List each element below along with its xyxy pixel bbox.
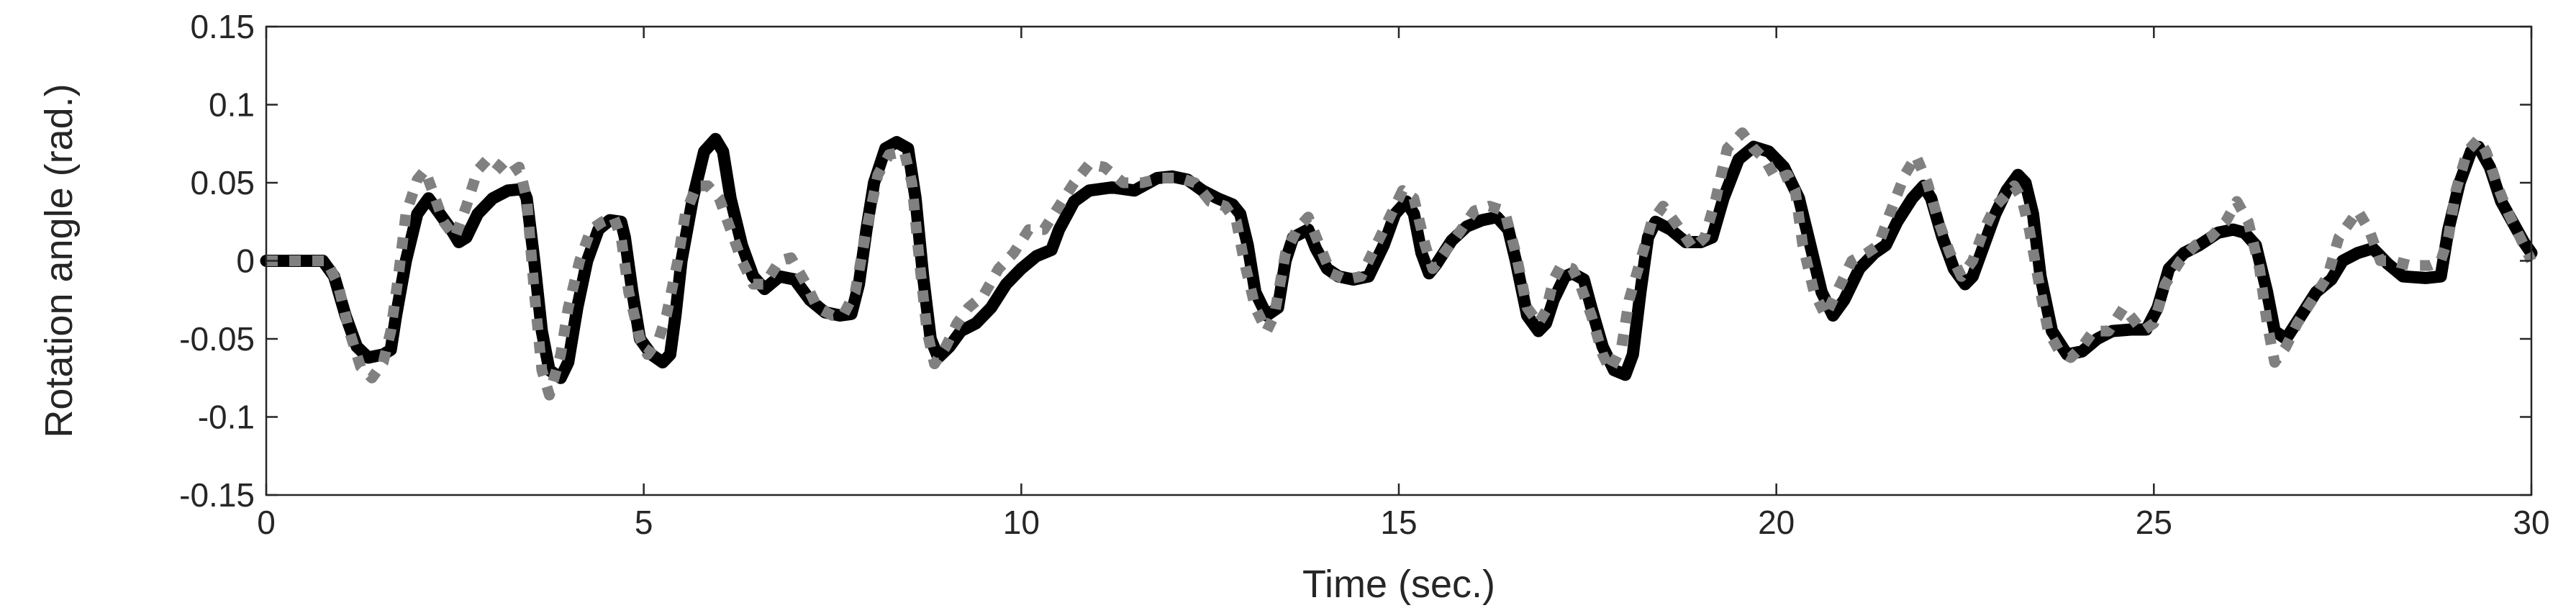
x-tick-label: 15: [1380, 504, 1417, 541]
y-tick-label: -0.1: [198, 399, 255, 436]
x-tick-label: 0: [257, 504, 276, 541]
x-tick-label: 30: [2513, 504, 2549, 541]
x-tick-label: 20: [1758, 504, 1795, 541]
y-tick-label: -0.05: [179, 320, 255, 358]
y-axis: -0.15 -0.1 -0.05 0 0.05 0.1 0.15: [179, 8, 2531, 514]
y-tick-label: 0.15: [190, 8, 255, 45]
x-axis: 0 5 10 15 20 25 30: [257, 27, 2550, 541]
y-tick-label: 0: [236, 242, 255, 280]
y-axis-label: Rotation angle (rad.): [37, 83, 81, 437]
x-tick-label: 5: [635, 504, 653, 541]
x-tick-label: 10: [1003, 504, 1040, 541]
x-tick-label: 25: [2136, 504, 2172, 541]
y-tick-label: 0.05: [190, 164, 255, 201]
plot-background: [266, 27, 2531, 495]
y-tick-label: -0.15: [179, 476, 255, 514]
y-tick-label: 0.1: [209, 86, 255, 124]
series-dotted-line: [266, 127, 2536, 401]
series-solid-line: [260, 132, 2538, 384]
x-axis-label: Time (sec.): [1302, 563, 1495, 606]
series-layer: [260, 127, 2538, 401]
